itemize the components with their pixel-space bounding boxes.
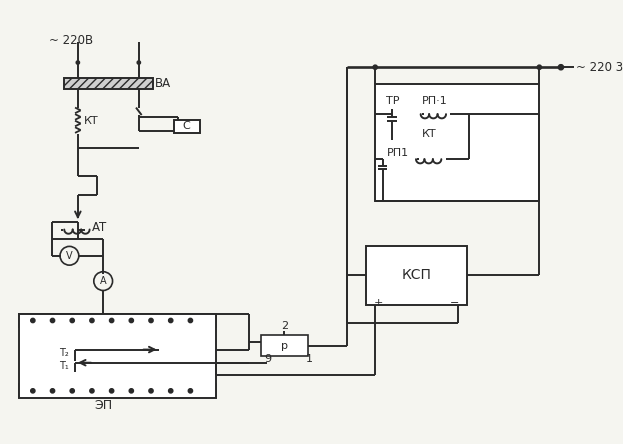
Text: 2: 2 [280,321,288,331]
Circle shape [130,389,133,392]
Circle shape [70,389,74,392]
Bar [174,120,200,133]
Circle shape [189,319,193,322]
Bar [19,314,216,327]
Bar [375,84,540,202]
Circle shape [138,61,140,64]
Circle shape [149,319,153,322]
Circle shape [77,61,79,64]
Circle shape [149,389,153,392]
Text: ЭП: ЭП [94,399,112,412]
Circle shape [31,389,35,392]
Circle shape [110,319,113,322]
Circle shape [90,319,94,322]
Text: ~ 220 3: ~ 220 3 [576,61,623,74]
Circle shape [90,389,94,392]
Text: РП·1: РП·1 [422,96,448,106]
Text: 1: 1 [306,354,313,364]
Circle shape [169,319,173,322]
Circle shape [50,319,54,322]
Circle shape [130,319,133,322]
Text: С: С [183,121,191,131]
Circle shape [110,389,113,392]
Text: КТ: КТ [422,129,437,139]
Bar [366,246,467,305]
Text: р: р [281,341,288,351]
Circle shape [189,389,193,392]
Text: ТР: ТР [386,96,400,106]
Text: ~ 220В: ~ 220В [49,34,93,47]
Text: ВА: ВА [155,77,171,90]
Text: Т₁: Т₁ [59,361,69,372]
Text: РП1: РП1 [386,147,409,158]
Text: 9: 9 [264,354,271,364]
Circle shape [373,65,377,69]
Circle shape [559,65,563,70]
Text: АТ: АТ [92,221,107,234]
Bar [19,384,216,397]
Text: V: V [66,251,73,261]
Circle shape [50,389,54,392]
Text: +: + [373,297,383,308]
Text: КТ: КТ [83,116,98,126]
Bar [19,314,216,398]
Text: −: − [450,297,460,308]
Circle shape [538,65,541,69]
Circle shape [169,389,173,392]
Bar [64,78,153,89]
Text: А: А [100,276,107,286]
Text: Т₂: Т₂ [59,348,69,358]
Circle shape [31,319,35,322]
Circle shape [70,319,74,322]
Text: КСП: КСП [402,269,431,282]
Bar [261,336,308,356]
